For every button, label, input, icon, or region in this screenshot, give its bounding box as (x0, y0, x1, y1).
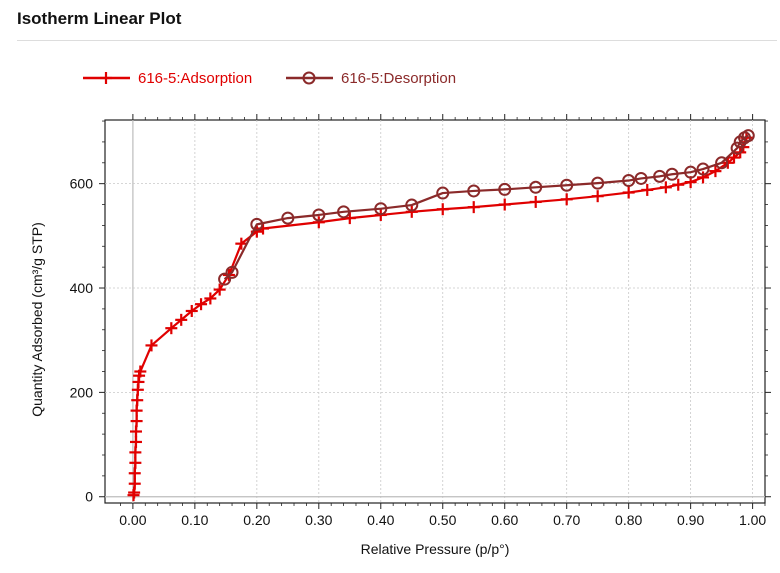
x-tick-label: 0.40 (367, 512, 394, 528)
legend-desorption: 616-5:Desorption (286, 70, 456, 87)
x-tick-label: 0.70 (553, 512, 580, 528)
desorption-point (653, 169, 667, 183)
adsorption-point (134, 365, 147, 378)
adsorption-point (436, 203, 449, 216)
adsorption-point (312, 216, 325, 229)
adsorption-point (131, 394, 144, 407)
legend-adsorption-marker (100, 72, 112, 84)
adsorption-point (622, 186, 635, 199)
legend: 616-5:Adsorption 616-5:Desorption (83, 70, 456, 87)
adsorption-point (560, 193, 573, 206)
adsorption-point (175, 313, 188, 326)
x-tick-label: 0.10 (181, 512, 208, 528)
desorption-point (436, 186, 450, 200)
desorption-point (529, 180, 543, 194)
adsorption-point (213, 283, 226, 296)
x-tick-label: 0.20 (243, 512, 270, 528)
desorption-point (715, 156, 729, 170)
x-axis-label: Relative Pressure (p/p°) (361, 541, 510, 557)
desorption-point (405, 198, 419, 212)
desorption-point (498, 182, 512, 196)
x-tick-label: 0.80 (615, 512, 642, 528)
title-divider (17, 40, 777, 41)
desorption-point (218, 272, 232, 286)
y-tick-label: 200 (70, 384, 94, 400)
adsorption-point (498, 198, 511, 211)
adsorption-point (129, 456, 142, 469)
legend-adsorption-label: 616-5:Adsorption (138, 70, 252, 87)
adsorption-point (467, 201, 480, 214)
desorption-point (591, 176, 605, 190)
desorption-point (374, 202, 388, 216)
legend-desorption-marker (302, 71, 316, 85)
desorption-point (733, 135, 747, 149)
adsorption-point (343, 212, 356, 225)
adsorption-point (130, 415, 143, 428)
adsorption-point (129, 446, 142, 459)
series-desorption (218, 129, 755, 286)
adsorption-point (195, 298, 208, 311)
x-tick-label: 0.90 (677, 512, 704, 528)
adsorption-point (130, 404, 143, 417)
adsorption-point (405, 205, 418, 218)
desorption-point (622, 174, 636, 188)
adsorption-point (591, 190, 604, 203)
y-tick-label: 0 (85, 489, 93, 505)
adsorption-point (235, 237, 248, 250)
adsorption-point (529, 195, 542, 208)
desorption-point (560, 178, 574, 192)
x-tick-label: 0.00 (119, 512, 146, 528)
desorption-point (730, 141, 744, 155)
legend-desorption-label: 616-5:Desorption (341, 70, 456, 87)
adsorption-point (165, 322, 178, 335)
axes: 0.00 0.10 0.20 0.30 0.40 0.50 0.60 0.70 0.80 0.90… (70, 114, 771, 528)
desorption-point (312, 208, 326, 222)
adsorption-point (641, 183, 654, 196)
adsorption-point (185, 304, 198, 317)
adsorption-point (129, 435, 142, 448)
desorption-line (223, 134, 749, 280)
x-tick-label: 0.30 (305, 512, 332, 528)
adsorption-point (128, 467, 141, 480)
y-tick-label: 600 (70, 176, 94, 192)
x-tick-label: 0.50 (429, 512, 456, 528)
y-tick-label: 400 (70, 280, 94, 296)
adsorption-point (659, 181, 672, 194)
adsorption-point (672, 178, 685, 191)
page-title: Isotherm Linear Plot (17, 9, 182, 28)
desorption-point (665, 167, 679, 181)
adsorption-point (204, 292, 217, 305)
legend-adsorption: 616-5:Adsorption (83, 70, 252, 87)
desorption-point (337, 205, 351, 219)
desorption-point (281, 211, 295, 225)
desorption-point (684, 165, 698, 179)
x-tick-label: 1.00 (739, 512, 766, 528)
adsorption-point (128, 477, 141, 490)
adsorption-point (709, 165, 722, 178)
x-tick-label: 0.60 (491, 512, 518, 528)
grid-lines (105, 120, 765, 503)
desorption-point (634, 171, 648, 185)
adsorption-point (697, 171, 710, 184)
desorption-point (250, 217, 264, 231)
adsorption-point (129, 425, 142, 438)
desorption-point (225, 265, 239, 279)
desorption-point (467, 184, 481, 198)
y-axis-label: Quantity Adsorbed (cm³/g STP) (29, 222, 45, 417)
adsorption-point (145, 339, 158, 352)
series-layer (127, 129, 755, 502)
desorption-point (696, 162, 710, 176)
